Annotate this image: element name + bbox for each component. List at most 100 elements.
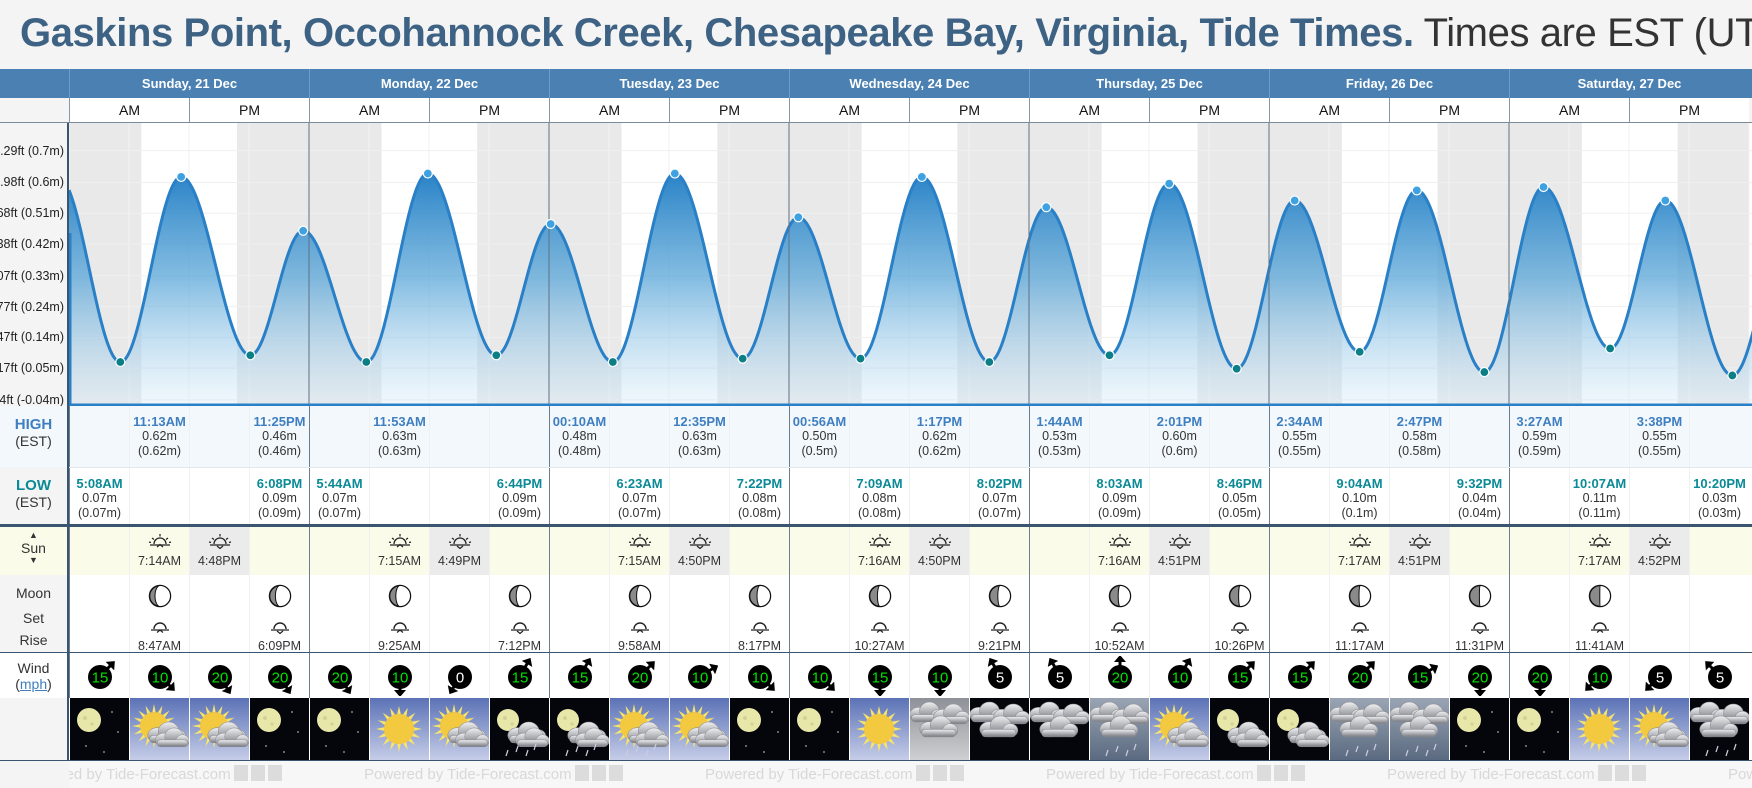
low-tide-point[interactable] bbox=[607, 356, 618, 368]
moon-phase-icon bbox=[370, 583, 429, 614]
weather-cloud-night-icon bbox=[1029, 698, 1090, 760]
svg-text:5: 5 bbox=[1055, 670, 1063, 687]
high-tide-point[interactable] bbox=[916, 171, 927, 183]
high-tide-point[interactable] bbox=[1660, 195, 1671, 206]
low-cell: 6:23AM 0.07m (0.07m) bbox=[609, 468, 669, 526]
tide-height-alt: (0.55m) bbox=[1637, 444, 1682, 458]
low-cell bbox=[369, 468, 429, 526]
high-tide-point[interactable] bbox=[669, 168, 680, 179]
sun-cell: 4:51PM bbox=[1389, 527, 1449, 575]
high-cell: 11:13AM 0.62m (0.62m) bbox=[129, 406, 189, 467]
low-tide-point[interactable] bbox=[1727, 370, 1738, 381]
sunset-icon bbox=[1630, 533, 1689, 554]
powered-by-watermark: Powered by Tide-Forecast.com bbox=[1046, 765, 1305, 783]
moonset-icon bbox=[1450, 618, 1509, 639]
weather-moon-icon bbox=[250, 698, 309, 760]
moon-event-time: 7:12PM bbox=[497, 639, 542, 653]
wind-cell: 10 bbox=[729, 653, 789, 698]
high-cell bbox=[609, 406, 669, 467]
moonset-icon bbox=[490, 618, 549, 639]
sunrise-time: 7:15AM bbox=[377, 554, 422, 568]
tide-height-alt: (0.1m) bbox=[1341, 506, 1378, 520]
wx-cell bbox=[429, 698, 490, 760]
low-cell: 10:07AM 0.11m (0.11m) bbox=[1569, 468, 1629, 526]
high-tide-point[interactable] bbox=[1411, 185, 1422, 196]
y-tick-label: 2.29ft (0.7m) bbox=[0, 143, 64, 158]
high-tide-point[interactable] bbox=[793, 212, 804, 223]
am-label: AM bbox=[1509, 98, 1629, 122]
high-tide-point[interactable] bbox=[1164, 178, 1175, 189]
high-tide-point[interactable] bbox=[545, 218, 556, 230]
day-header: Saturday, 27 Dec bbox=[1509, 69, 1749, 98]
triangle-up-icon: ▲ bbox=[29, 530, 38, 540]
low-tide-point[interactable] bbox=[1479, 366, 1490, 378]
tide-forecast-logo-icon bbox=[1290, 765, 1305, 781]
wind-cell: 15 bbox=[1389, 653, 1449, 698]
wind-arrow-icon: 10 bbox=[910, 656, 969, 698]
low-tide-point[interactable] bbox=[1104, 350, 1115, 361]
sunrise-time: 7:14AM bbox=[137, 554, 182, 568]
wind-row-label: Wind mph bbox=[0, 653, 69, 698]
low-tide-point[interactable] bbox=[737, 353, 748, 364]
svg-text:10: 10 bbox=[811, 670, 828, 687]
low-tide-time: 9:04AM bbox=[1336, 476, 1383, 491]
wx-cell bbox=[969, 698, 1030, 760]
low-tide-point[interactable] bbox=[245, 350, 256, 361]
tide-height-alt: (0.53m) bbox=[1037, 444, 1082, 458]
location-title: Gaskins Point, Occohannock Creek, Chesap… bbox=[20, 11, 1414, 55]
y-axis: 2.29ft (0.7m) 1.98ft (0.6m) 1.68ft (0.51m)… bbox=[0, 123, 69, 406]
high-tide-point[interactable] bbox=[1041, 202, 1052, 213]
svg-text:20: 20 bbox=[1111, 670, 1128, 687]
low-tide-point[interactable] bbox=[984, 356, 995, 368]
powered-by-text: Powered by Tide-Forecast.com bbox=[1728, 766, 1752, 783]
wind-cell: 20 bbox=[189, 653, 249, 698]
moon-cell: 8:17PM bbox=[729, 575, 789, 652]
low-tide-point[interactable] bbox=[1605, 343, 1616, 354]
day-header: Sunday, 21 Dec bbox=[69, 69, 309, 98]
high-tide-point[interactable] bbox=[1289, 195, 1300, 206]
high-tide-time: 2:34AM bbox=[1276, 414, 1323, 429]
tide-height: 0.58m bbox=[1402, 429, 1437, 443]
wx-cell bbox=[1269, 698, 1330, 760]
high-tide-time: 2:47PM bbox=[1396, 414, 1443, 429]
wind-row: 15 10 20 20 20 10 0 15 15 20 10 10 10 15 10 5 5 20 10 15 15 2… bbox=[69, 653, 1752, 698]
low-cell: 8:03AM 0.09m (0.09m) bbox=[1089, 468, 1149, 526]
sun-cell bbox=[1509, 527, 1569, 575]
sunset-icon bbox=[910, 533, 969, 554]
weather-moon-cloud-rain-icon bbox=[550, 698, 610, 760]
wind-cell: 15 bbox=[69, 653, 129, 698]
moon-cell bbox=[1149, 575, 1209, 652]
low-cell: 8:02PM 0.07m (0.07m) bbox=[969, 468, 1029, 526]
low-tide-point[interactable] bbox=[115, 356, 126, 368]
high-tide-point[interactable] bbox=[422, 168, 433, 179]
low-tide-point[interactable] bbox=[1231, 363, 1242, 374]
high-tide-point[interactable] bbox=[176, 171, 187, 183]
low-tide-point[interactable] bbox=[361, 356, 372, 368]
mph-link[interactable]: mph bbox=[19, 676, 48, 692]
high-tide-point[interactable] bbox=[298, 225, 309, 236]
high-cell: 11:53AM 0.63m (0.63m) bbox=[369, 406, 429, 467]
high-tide-point[interactable] bbox=[1538, 181, 1549, 193]
tide-forecast-logo-icon bbox=[1631, 765, 1646, 781]
low-tide-time: 9:32PM bbox=[1456, 476, 1503, 491]
low-tide-point[interactable] bbox=[1354, 346, 1365, 357]
tide-forecast-logo-icon bbox=[949, 765, 964, 781]
low-tide-point[interactable] bbox=[855, 353, 866, 364]
wind-cell: 5 bbox=[969, 653, 1029, 698]
y-tick-label: 1.07ft (0.33m) bbox=[0, 268, 64, 283]
tide-height: 0.08m bbox=[742, 491, 777, 505]
tide-height-alt: (0.09m) bbox=[497, 506, 542, 520]
day-header: Thursday, 25 Dec bbox=[1029, 69, 1269, 98]
moon-cell bbox=[789, 575, 849, 652]
moon-cell bbox=[549, 575, 609, 652]
sunrise-icon bbox=[130, 533, 189, 554]
timezone-note: Times are EST (UTC- bbox=[1423, 11, 1752, 55]
high-tide-time: 00:10AM bbox=[552, 414, 607, 429]
moonset-icon bbox=[730, 618, 789, 639]
sun-cell bbox=[1689, 527, 1749, 575]
wind-label: Wind bbox=[17, 660, 50, 676]
high-tide-time: 12:35PM bbox=[673, 414, 726, 429]
low-tide-point[interactable] bbox=[491, 350, 502, 361]
sunrise-icon bbox=[610, 533, 669, 554]
sunrise-icon bbox=[850, 533, 909, 554]
